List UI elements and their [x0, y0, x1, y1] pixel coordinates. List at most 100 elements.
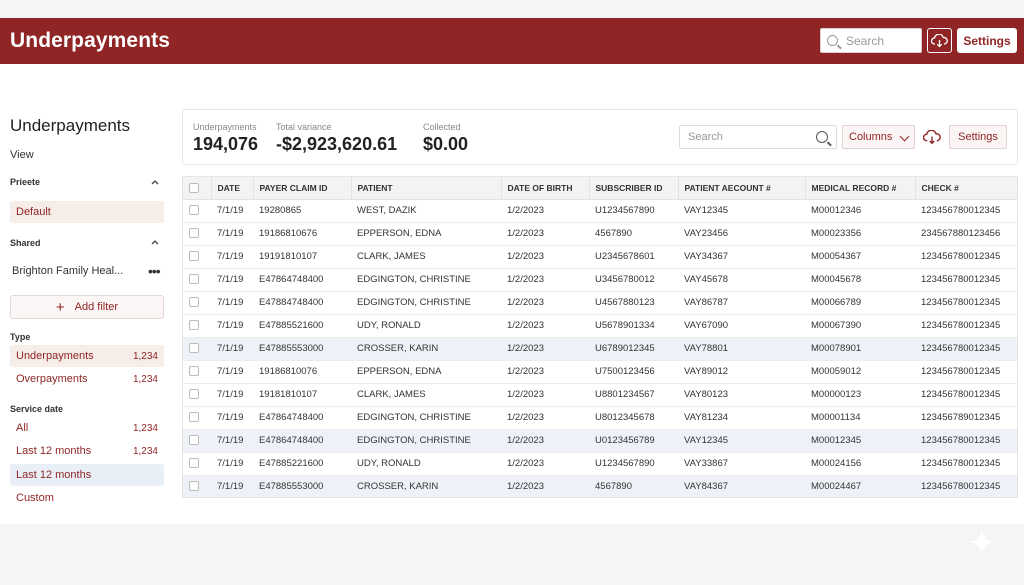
column-header[interactable]: CHECK # [915, 177, 1017, 200]
table-cell: E47885553000 [253, 475, 351, 497]
sidebar-item-label: Default [16, 206, 51, 218]
table-row[interactable]: 7/1/19 E47885221600 UDY, RONALD 1/2/2023 U12… [183, 452, 1017, 476]
table-cell: 123456780012345 [915, 314, 1017, 338]
chevron-up-icon[interactable] [150, 237, 160, 247]
header-settings-button[interactable]: Settings [957, 28, 1017, 53]
table-cell: 123456780012345 [915, 452, 1017, 476]
table-cell: 19280865 [253, 199, 351, 223]
column-header[interactable]: PATIENT AECOUNT # [678, 177, 806, 200]
more-options-icon[interactable]: ••• [148, 263, 161, 279]
table-row[interactable]: 7/1/19 E47885553000 CROSSER, KARIN 1/2/2023… [183, 337, 1017, 361]
chevron-up-icon[interactable] [150, 177, 160, 187]
table-cell: 7/1/19 [211, 429, 253, 453]
table-cell: U2345678601 [589, 245, 678, 269]
column-header[interactable]: DATE [211, 177, 254, 200]
table-cell: VAY45678 [678, 268, 805, 292]
table-cell: M00066789 [805, 291, 915, 315]
sidebar-item-underpayments[interactable]: Underpayments 1,234 [10, 345, 164, 367]
sidebar-item-brighton[interactable]: Brighton Family Heal... [12, 265, 124, 277]
row-checkbox[interactable] [189, 389, 199, 400]
row-checkbox[interactable] [189, 274, 199, 285]
table-row[interactable]: 7/1/19 E47885553000 CROSSER, KARIN 1/2/2023… [183, 475, 1017, 497]
column-header[interactable]: PAYER CLAIM ID [253, 177, 352, 200]
row-checkbox[interactable] [189, 251, 199, 262]
table-cell: 1/2/2023 [501, 199, 589, 223]
row-select-cell [183, 222, 211, 246]
row-checkbox[interactable] [189, 412, 199, 423]
table-row[interactable]: 7/1/19 E47864748400 EDGINGTON, CHRISTINE 1/… [183, 429, 1017, 453]
table-row[interactable]: 7/1/19 E47864748400 EDGINGTON, CHRISTINE 1/… [183, 406, 1017, 430]
columns-label: Columns [849, 131, 893, 143]
columns-dropdown[interactable]: Columns [842, 125, 915, 149]
table-search-input[interactable]: Search [679, 125, 837, 149]
table-row[interactable]: 7/1/19 19181810107 CLARK, JAMES 1/2/2023 U88… [183, 383, 1017, 407]
table-cell: 7/1/19 [211, 199, 253, 223]
row-checkbox[interactable] [189, 458, 199, 469]
table-cell: 7/1/19 [211, 245, 253, 269]
header-search-input[interactable]: Search [820, 28, 922, 53]
private-section-label: Priеete [10, 177, 41, 187]
table-cell: CROSSER, KARIN [351, 337, 501, 361]
table-cell: VAY78801 [678, 337, 805, 361]
table-cell: 123456780012345 [915, 268, 1017, 292]
row-select-cell [183, 452, 211, 476]
table-cell: 7/1/19 [211, 291, 253, 315]
sidebar-item-default[interactable]: Default [10, 201, 164, 223]
sidebar-item-custom[interactable]: Custom [10, 487, 164, 509]
table-cell: 123456780012345 [915, 383, 1017, 407]
table-row[interactable]: 7/1/19 E47864748400 EDGINGTON, CHRISTINE 1/… [183, 268, 1017, 292]
table-cell: M00023356 [805, 222, 915, 246]
table-cell: U7500123456 [589, 360, 678, 384]
cloud-download-icon[interactable] [921, 125, 943, 149]
column-header[interactable]: PATIENT [351, 177, 502, 200]
column-header[interactable]: SUBSCRIBER ID [589, 177, 679, 200]
table-cell: 4567890 [589, 222, 678, 246]
sidebar-item-last-12-months[interactable]: Last 12 months 1,234 [10, 440, 164, 462]
sidebar-item-overpayments[interactable]: Overpayments 1,234 [10, 368, 164, 390]
table-cell: 123456780012345 [915, 337, 1017, 361]
row-checkbox[interactable] [189, 343, 199, 354]
sidebar-item-count: 1,234 [132, 373, 158, 385]
table-cell: 7/1/19 [211, 360, 253, 384]
stat-total-variance: Total variance -$2,923,620.61 [276, 122, 397, 155]
cloud-download-icon[interactable] [927, 28, 952, 53]
table-row[interactable]: 7/1/19 19186810076 EPPERSON, EDNA 1/2/2023 U… [183, 360, 1017, 384]
stat-value: $0.00 [423, 134, 469, 154]
row-checkbox[interactable] [189, 435, 199, 446]
table-cell: 19186810676 [253, 222, 351, 246]
sidebar-item-all[interactable]: All 1,234 [10, 417, 164, 439]
row-checkbox[interactable] [189, 205, 199, 216]
table-row[interactable]: 7/1/19 E47885521600 UDY, RONALD 1/2/2023 U56… [183, 314, 1017, 338]
sparkle-icon [968, 528, 996, 556]
table-cell: VAY89012 [678, 360, 805, 384]
column-header[interactable]: DATE OF BIRTH [501, 177, 590, 200]
stat-value: -$2,923,620.61 [276, 134, 398, 154]
table-row[interactable]: 7/1/19 E47884748400 EDGINGTON, CHRISTINE 1/… [183, 291, 1017, 315]
table-settings-button[interactable]: Settings [949, 125, 1007, 149]
row-select-cell [183, 291, 211, 315]
table-row[interactable]: 7/1/19 19186810676 EPPERSON, EDNA 1/2/2023 4… [183, 222, 1017, 246]
table-cell: VAY80123 [678, 383, 805, 407]
table-cell: 123456780012345 [915, 199, 1017, 223]
table-cell: M00067390 [805, 314, 915, 338]
add-filter-button[interactable]: + Add filter [10, 295, 164, 319]
row-checkbox[interactable] [189, 481, 199, 492]
table-cell: U3456780012 [589, 268, 678, 292]
row-checkbox[interactable] [189, 320, 199, 331]
select-all-cell [183, 177, 212, 200]
table-cell: UDY, RONALD [351, 314, 501, 338]
column-header[interactable]: MEDICAL RECORD # [805, 177, 916, 200]
row-checkbox[interactable] [189, 297, 199, 308]
table-row[interactable]: 7/1/19 19280865 WEST, DAZIK 1/2/2023 U123456… [183, 199, 1017, 223]
row-select-cell [183, 268, 211, 292]
select-all-checkbox[interactable] [189, 183, 199, 194]
table-cell: 7/1/19 [211, 383, 253, 407]
sidebar-item-last-12-months-selected[interactable]: Last 12 months [10, 464, 164, 486]
table-cell: 1/2/2023 [501, 383, 589, 407]
row-checkbox[interactable] [189, 228, 199, 239]
row-checkbox[interactable] [189, 366, 199, 377]
table-cell: E47864748400 [253, 429, 351, 453]
table-row[interactable]: 7/1/19 19191810107 CLARK, JAMES 1/2/2023 U23… [183, 245, 1017, 269]
chevron-down-icon [899, 131, 910, 142]
table-cell: 1/2/2023 [501, 475, 589, 497]
